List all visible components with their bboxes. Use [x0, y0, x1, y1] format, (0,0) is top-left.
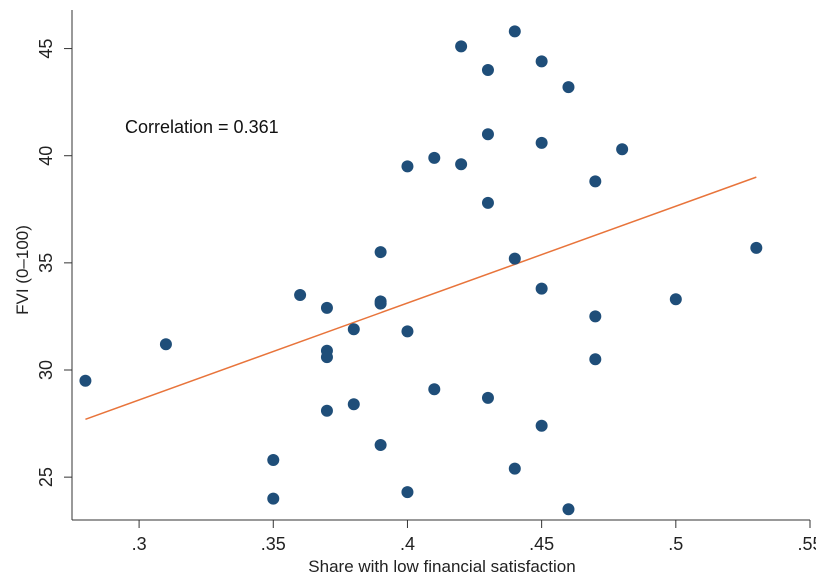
scatter-point — [374, 297, 387, 310]
scatter-point — [535, 55, 548, 68]
scatter-point — [589, 353, 602, 366]
scatter-point — [589, 310, 602, 323]
scatter-points — [79, 25, 763, 516]
scatter-point — [589, 175, 602, 188]
x-tick-label: .5 — [668, 534, 683, 554]
scatter-point — [428, 383, 441, 396]
scatter-point — [159, 338, 172, 351]
scatter-point — [267, 454, 280, 466]
scatter-point — [294, 289, 307, 301]
scatter-point — [374, 439, 387, 451]
scatter-point — [508, 25, 521, 38]
x-tick-label: .35 — [261, 534, 286, 554]
x-ticks: .3 .35 .4 .45 .5 .55 — [132, 520, 816, 554]
scatter-point — [562, 503, 575, 516]
scatter-point — [481, 128, 494, 141]
scatter-point — [455, 40, 468, 53]
y-tick-label: 45 — [36, 39, 56, 59]
y-tick-label: 40 — [36, 146, 56, 166]
scatter-point — [401, 160, 414, 173]
scatter-point — [401, 325, 414, 338]
scatter-point — [616, 143, 629, 156]
scatter-point — [320, 404, 333, 417]
scatter-point — [455, 158, 468, 171]
x-tick-label: .45 — [529, 534, 554, 554]
fit-line — [85, 176, 757, 420]
scatter-point — [267, 492, 280, 505]
scatter-point — [347, 398, 360, 411]
x-axis-title: Share with low financial satisfaction — [308, 557, 575, 576]
x-tick-label: .55 — [797, 534, 816, 554]
scatter-point — [508, 462, 521, 475]
scatter-point — [562, 81, 575, 94]
y-ticks: 25 30 35 40 45 — [36, 39, 72, 487]
scatter-point — [428, 151, 441, 164]
scatter-point — [750, 241, 763, 254]
scatter-point — [535, 136, 548, 149]
scatter-point — [669, 293, 682, 306]
scatter-point — [401, 486, 414, 499]
y-axis-title: FVI (0–100) — [13, 225, 32, 315]
scatter-point — [347, 323, 360, 336]
scatter-point — [320, 301, 333, 314]
scatter-point — [374, 246, 387, 259]
y-tick-label: 30 — [36, 360, 56, 380]
y-tick-label: 25 — [36, 467, 56, 487]
scatter-point — [508, 252, 521, 265]
scatter-point — [481, 196, 494, 209]
scatter-point — [79, 374, 92, 387]
scatter-point — [535, 419, 548, 432]
x-tick-label: .4 — [400, 534, 415, 554]
correlation-annotation: Correlation = 0.361 — [125, 117, 279, 137]
x-tick-label: .3 — [132, 534, 147, 554]
scatter-point — [481, 391, 494, 404]
scatter-point — [320, 351, 333, 364]
y-tick-label: 35 — [36, 253, 56, 273]
scatter-point — [481, 64, 494, 76]
scatter-point — [535, 282, 548, 295]
fit-line-group — [85, 176, 757, 420]
axes: .3 .35 .4 .45 .5 .55 25 30 35 40 45 — [36, 10, 816, 554]
